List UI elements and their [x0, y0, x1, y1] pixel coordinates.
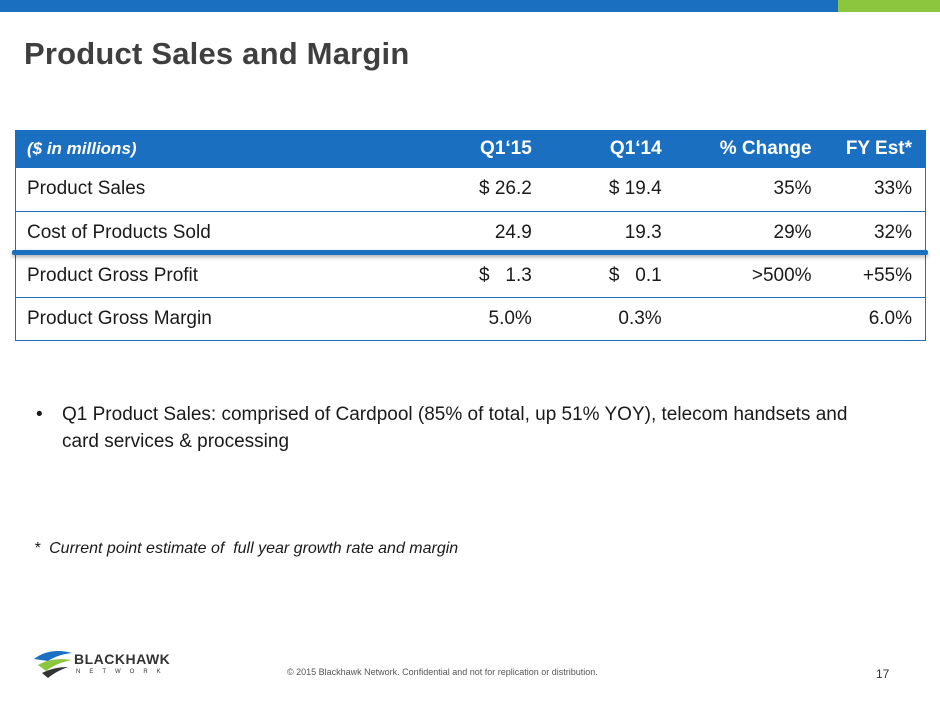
- cell-q1-14: $ 19.4: [544, 168, 675, 212]
- emphasis-divider: [12, 250, 928, 255]
- cell-q1-15: 5.0%: [414, 297, 545, 341]
- bullet-text: Q1 Product Sales: comprised of Cardpool …: [62, 404, 848, 452]
- logo-wordmark: BLACKHAWK: [74, 651, 171, 667]
- cell-pct-change: [674, 297, 825, 341]
- blackhawk-logo: BLACKHAWK NETWORK: [32, 645, 182, 685]
- table-row: Product Gross Margin 5.0% 0.3% 6.0%: [15, 297, 926, 341]
- cell-pct-change: 29%: [674, 211, 825, 255]
- row-label: Product Sales: [15, 168, 415, 212]
- bullet-item: • Q1 Product Sales: comprised of Cardpoo…: [36, 401, 856, 455]
- row-label: Cost of Products Sold: [15, 211, 415, 255]
- table-row: Product Gross Profit $ 1.3 $ 0.1 >500% +…: [15, 254, 926, 298]
- blackhawk-hawk-icon: [34, 651, 72, 678]
- header-q1-15: Q1‘15: [480, 138, 532, 159]
- top-accent-bar-blue: [0, 0, 838, 12]
- bullet-dot-icon: •: [36, 404, 43, 425]
- copyright-notice: © 2015 Blackhawk Network. Confidential a…: [287, 667, 598, 677]
- sales-margin-table: ($ in millions) Q1‘15 Q1‘14 % Change FY …: [15, 130, 926, 341]
- cell-fy-est: 6.0%: [824, 297, 926, 341]
- cell-q1-15: $ 26.2: [414, 168, 545, 212]
- cell-q1-15: 24.9: [414, 211, 545, 255]
- cell-q1-14: $ 0.1: [544, 254, 675, 298]
- table-header-row: ($ in millions) Q1‘15 Q1‘14 % Change FY …: [15, 130, 926, 168]
- top-accent-bar-green: [838, 0, 940, 12]
- page-number: 17: [876, 667, 890, 681]
- cell-fy-est: 33%: [824, 168, 926, 212]
- cell-fy-est: 32%: [824, 211, 926, 255]
- cell-pct-change: >500%: [674, 254, 825, 298]
- table-row: Product Sales $ 26.2 $ 19.4 35% 33%: [15, 168, 926, 212]
- slide-title: Product Sales and Margin: [24, 36, 410, 71]
- table-row: Cost of Products Sold 24.9 19.3 29% 32%: [15, 211, 926, 255]
- cell-fy-est: +55%: [824, 254, 926, 298]
- cell-q1-14: 19.3: [544, 211, 675, 255]
- header-q1-14: Q1‘14: [609, 138, 662, 159]
- row-label: Product Gross Profit: [15, 254, 415, 298]
- header-pct-change: % Change: [719, 138, 812, 159]
- logo-subtext: NETWORK: [76, 669, 170, 675]
- footnote: * Current point estimate of full year gr…: [34, 540, 459, 557]
- row-label: Product Gross Margin: [15, 297, 415, 341]
- cell-pct-change: 35%: [674, 168, 825, 212]
- header-units: ($ in millions): [27, 139, 137, 158]
- cell-q1-15: $ 1.3: [414, 254, 545, 298]
- header-fy-est: FY Est*: [845, 138, 912, 159]
- cell-q1-14: 0.3%: [544, 297, 675, 341]
